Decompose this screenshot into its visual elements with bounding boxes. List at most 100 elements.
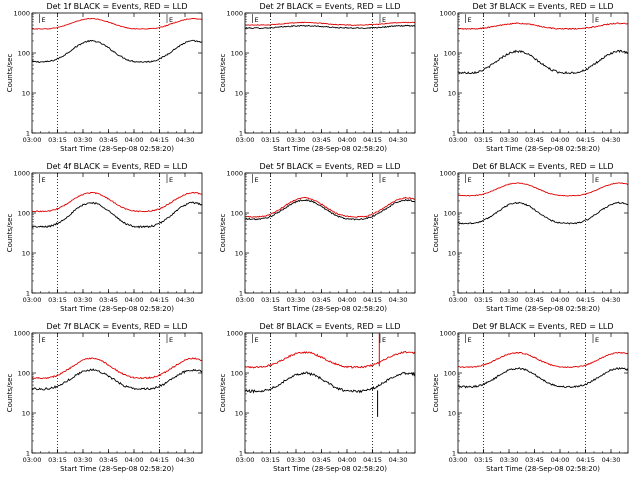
y-axis-label: Counts/sec: [219, 54, 227, 93]
x-tick-label: 03:30: [287, 456, 306, 464]
x-tick-label: 04:00: [551, 296, 570, 304]
x-tick-label: 03:45: [99, 296, 118, 304]
y-tick-label: 10: [448, 250, 456, 258]
x-tick-label: 03:15: [261, 456, 280, 464]
y-tick-label: 1000: [226, 10, 243, 18]
y-tick-label: 100: [231, 50, 243, 58]
x-axis-label: Start Time (28-Sep-08 02:58:20): [60, 145, 174, 153]
x-axis-label: Start Time (28-Sep-08 02:58:20): [273, 145, 387, 153]
x-tick-label: 03:30: [500, 296, 519, 304]
y-tick-label: 100: [18, 210, 30, 218]
x-tick-label: 04:30: [602, 136, 621, 144]
x-axis-label: Start Time (28-Sep-08 02:58:20): [60, 305, 174, 313]
series-line-events: [244, 371, 416, 394]
y-tick-label: 100: [18, 50, 30, 58]
flag-marker-label: E: [169, 176, 173, 184]
series-line-events: [244, 198, 416, 221]
chart-title: Det 4f BLACK = Events, RED = LLD: [46, 162, 187, 171]
x-tick-label: 04:00: [551, 456, 570, 464]
y-axis-label: Counts/sec: [432, 54, 440, 93]
y-tick-label: 1000: [439, 170, 456, 178]
y-tick-label: 100: [231, 210, 243, 218]
y-tick-label: 1: [452, 290, 456, 298]
x-tick-label: 04:30: [176, 296, 195, 304]
x-tick-label: 03:45: [312, 296, 331, 304]
chart-title: Det 2f BLACK = Events, RED = LLD: [259, 2, 400, 11]
flag-marker-label: E: [255, 336, 259, 344]
chart-title: Det 6f BLACK = Events, RED = LLD: [472, 162, 613, 171]
flag-marker-label: E: [595, 336, 599, 344]
x-tick-label: 03:00: [449, 456, 468, 464]
y-tick-label: 100: [444, 50, 456, 58]
x-axis-label: Start Time (28-Sep-08 02:58:20): [486, 305, 600, 313]
flag-marker-label: E: [42, 16, 46, 24]
x-tick-label: 03:30: [74, 456, 93, 464]
x-tick-label: 04:15: [150, 456, 169, 464]
y-tick-label: 100: [18, 370, 30, 378]
x-tick-label: 04:30: [389, 296, 408, 304]
x-tick-label: 03:00: [23, 136, 42, 144]
x-tick-label: 03:15: [474, 136, 493, 144]
y-tick-label: 1000: [226, 330, 243, 338]
y-tick-label: 100: [444, 370, 456, 378]
y-tick-label: 1: [239, 130, 243, 138]
x-tick-label: 03:30: [74, 136, 93, 144]
y-tick-label: 1000: [13, 330, 30, 338]
flag-marker-label: E: [595, 176, 599, 184]
y-tick-label: 1: [239, 290, 243, 298]
y-tick-label: 1000: [439, 10, 456, 18]
x-tick-label: 04:00: [125, 136, 144, 144]
series-line-lld: [244, 196, 416, 218]
series-line-lld: [458, 182, 629, 197]
x-tick-label: 03:30: [287, 296, 306, 304]
x-axis-label: Start Time (28-Sep-08 02:58:20): [273, 465, 387, 473]
x-tick-label: 03:15: [48, 456, 67, 464]
x-tick-label: 04:00: [338, 136, 357, 144]
x-tick-label: 03:15: [474, 456, 493, 464]
x-tick-label: 03:00: [236, 296, 255, 304]
series-line-events: [31, 368, 203, 391]
x-tick-label: 03:30: [74, 296, 93, 304]
y-tick-label: 1000: [13, 10, 30, 18]
y-axis-label: Counts/sec: [432, 214, 440, 253]
x-tick-label: 04:15: [576, 136, 595, 144]
series-line-events: [31, 201, 203, 229]
series-line-lld: [458, 22, 629, 31]
flag-marker-label: E: [468, 336, 472, 344]
series-line-events: [31, 39, 203, 64]
y-tick-label: 10: [235, 410, 243, 418]
x-tick-label: 03:30: [500, 456, 519, 464]
flag-marker-label: E: [468, 16, 472, 24]
chart-title: Det 8f BLACK = Events, RED = LLD: [259, 322, 400, 331]
flag-marker-label: E: [382, 16, 386, 24]
x-tick-label: 04:00: [551, 136, 570, 144]
y-axis-label: Counts/sec: [219, 374, 227, 413]
flag-marker-label: E: [595, 16, 599, 24]
y-tick-label: 10: [448, 410, 456, 418]
x-tick-label: 04:30: [176, 456, 195, 464]
x-tick-label: 03:45: [312, 136, 331, 144]
x-tick-label: 04:00: [125, 456, 144, 464]
y-tick-label: 10: [448, 90, 456, 98]
y-axis-label: Counts/sec: [432, 374, 440, 413]
series-line-events: [244, 24, 416, 30]
series-line-lld: [31, 17, 203, 30]
x-tick-label: 03:45: [525, 136, 544, 144]
x-tick-label: 04:15: [576, 296, 595, 304]
x-axis-label: Start Time (28-Sep-08 02:58:20): [273, 305, 387, 313]
x-tick-label: 03:00: [23, 456, 42, 464]
flag-marker-label: E: [255, 176, 259, 184]
flag-marker-label: E: [42, 176, 46, 184]
series-line-events: [458, 49, 629, 75]
x-tick-label: 03:00: [449, 136, 468, 144]
series-line-lld: [31, 191, 202, 213]
x-tick-label: 04:15: [576, 456, 595, 464]
x-tick-label: 04:30: [389, 136, 408, 144]
